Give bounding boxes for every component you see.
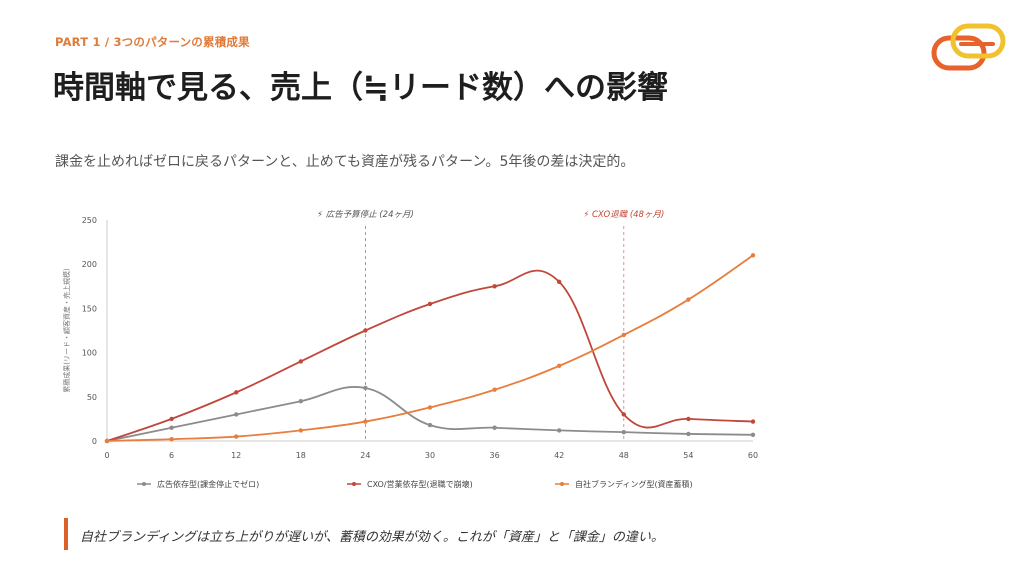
data-point: [298, 359, 303, 364]
data-point: [621, 429, 626, 435]
data-point: [169, 416, 174, 422]
data-point: [557, 363, 562, 369]
data-point: [750, 432, 756, 438]
legend-label: 自社ブランディング型(資産蓄積): [575, 479, 693, 489]
data-point: [363, 385, 368, 391]
section-kicker: PART 1 / 3つのパターンの累積成果: [55, 35, 250, 49]
page-subtitle: 課金を止めればゼロに戻るパターンと、止めても資産が残るパターン。5年後の差は決定…: [55, 154, 635, 170]
x-tick-label: 6: [169, 451, 174, 460]
y-tick-label: 150: [82, 304, 97, 313]
data-point: [104, 438, 110, 444]
x-tick-label: 48: [619, 451, 629, 460]
data-point: [169, 425, 174, 430]
y-tick-label: 200: [82, 260, 97, 269]
data-point: [427, 422, 433, 428]
data-point: [427, 405, 433, 410]
data-point: [363, 328, 368, 333]
series-line: [106, 254, 754, 442]
data-point: [427, 301, 433, 307]
x-tick-label: 60: [748, 451, 758, 460]
y-tick-label: 250: [82, 216, 97, 225]
data-point: [492, 387, 497, 392]
x-tick-label: 12: [231, 451, 241, 460]
brand-logo-icon: [931, 23, 1006, 71]
data-point: [298, 428, 303, 433]
series-line: [106, 386, 754, 442]
x-tick-label: 0: [104, 451, 109, 460]
y-tick-label: 0: [92, 437, 97, 446]
series-line: [106, 269, 754, 442]
x-tick-label: 36: [490, 451, 500, 460]
annotation-label: ⚡ 広告予算停止 (24ヶ月): [317, 209, 414, 220]
x-tick-label: 54: [683, 451, 693, 460]
data-point: [234, 412, 239, 417]
legend-label: CXO/営業依存型(退職で崩壊): [367, 479, 473, 489]
page-title: 時間軸で見る、売上（≒リード数）への影響: [53, 70, 668, 106]
y-axis-label: 累積成果(リード・顧客資産・売上規模): [62, 268, 71, 393]
data-point: [363, 419, 368, 424]
data-point: [750, 419, 756, 424]
x-tick-label: 42: [554, 451, 564, 460]
x-tick-label: 18: [296, 451, 306, 460]
y-tick-label: 50: [87, 393, 97, 402]
data-point: [686, 431, 691, 437]
footer-note: 自社ブランディングは立ち上がりが遅いが、蓄積の効果が効く。これが「資産」と「課金…: [80, 530, 664, 545]
legend-label: 広告依存型(課金停止でゼロ): [157, 479, 259, 489]
legend-marker: [352, 482, 356, 486]
data-point: [686, 297, 691, 302]
data-point: [557, 428, 562, 433]
data-point: [621, 412, 626, 417]
data-point: [750, 253, 756, 258]
legend-marker: [142, 482, 146, 486]
data-point: [492, 425, 497, 430]
y-tick-label: 100: [82, 349, 97, 358]
annotation-label: ⚡ CXO退職 (48ヶ月): [583, 209, 664, 220]
legend-marker: [560, 482, 564, 486]
line-chart: 0 50 100 150 200 250 0 6 12 18 24 30 36 42 48 54 60 累積成果(…: [62, 209, 758, 489]
data-point: [298, 399, 303, 404]
data-point: [686, 416, 691, 422]
data-point: [234, 390, 239, 395]
data-point: [557, 279, 562, 285]
note-accent-bar: [64, 518, 68, 550]
data-point: [621, 332, 626, 338]
x-tick-label: 24: [360, 451, 370, 460]
data-point: [492, 284, 497, 289]
x-tick-label: 30: [425, 451, 435, 460]
data-point: [169, 437, 174, 442]
data-point: [234, 434, 239, 439]
